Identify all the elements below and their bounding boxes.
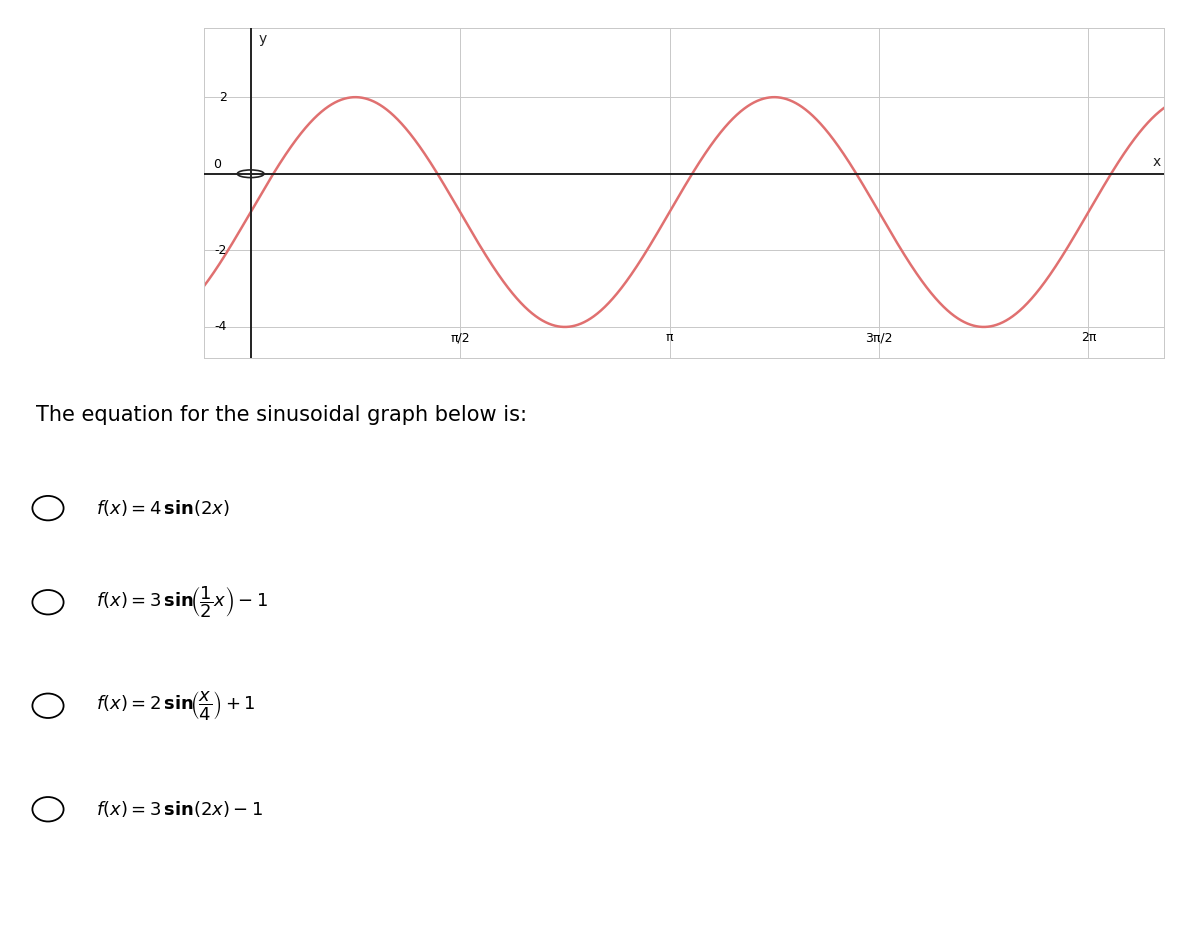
Text: 2π: 2π (1081, 331, 1096, 344)
Text: π: π (666, 331, 673, 344)
Text: $f(x)=2\,\mathbf{sin}\!\left(\dfrac{x}{4}\right)+1$: $f(x)=2\,\mathbf{sin}\!\left(\dfrac{x}{4… (96, 689, 256, 723)
Text: 2: 2 (218, 90, 227, 104)
Text: 3π/2: 3π/2 (865, 331, 893, 344)
Text: -2: -2 (215, 244, 227, 257)
Text: y: y (259, 32, 266, 46)
Text: 0: 0 (214, 158, 221, 170)
Text: $f(x)=3\,\mathbf{sin}\!\left(\dfrac{1}{2}x\right)-1$: $f(x)=3\,\mathbf{sin}\!\left(\dfrac{1}{2… (96, 584, 268, 620)
Text: -4: -4 (215, 321, 227, 333)
Text: π/2: π/2 (450, 331, 470, 344)
Text: x: x (1153, 155, 1162, 169)
Text: $f(x)=3\,\mathbf{sin}(2x)-1$: $f(x)=3\,\mathbf{sin}(2x)-1$ (96, 799, 263, 820)
Text: $f(x)=4\,\mathbf{sin}(2x)$: $f(x)=4\,\mathbf{sin}(2x)$ (96, 498, 229, 518)
Text: The equation for the sinusoidal graph below is:: The equation for the sinusoidal graph be… (36, 405, 527, 424)
